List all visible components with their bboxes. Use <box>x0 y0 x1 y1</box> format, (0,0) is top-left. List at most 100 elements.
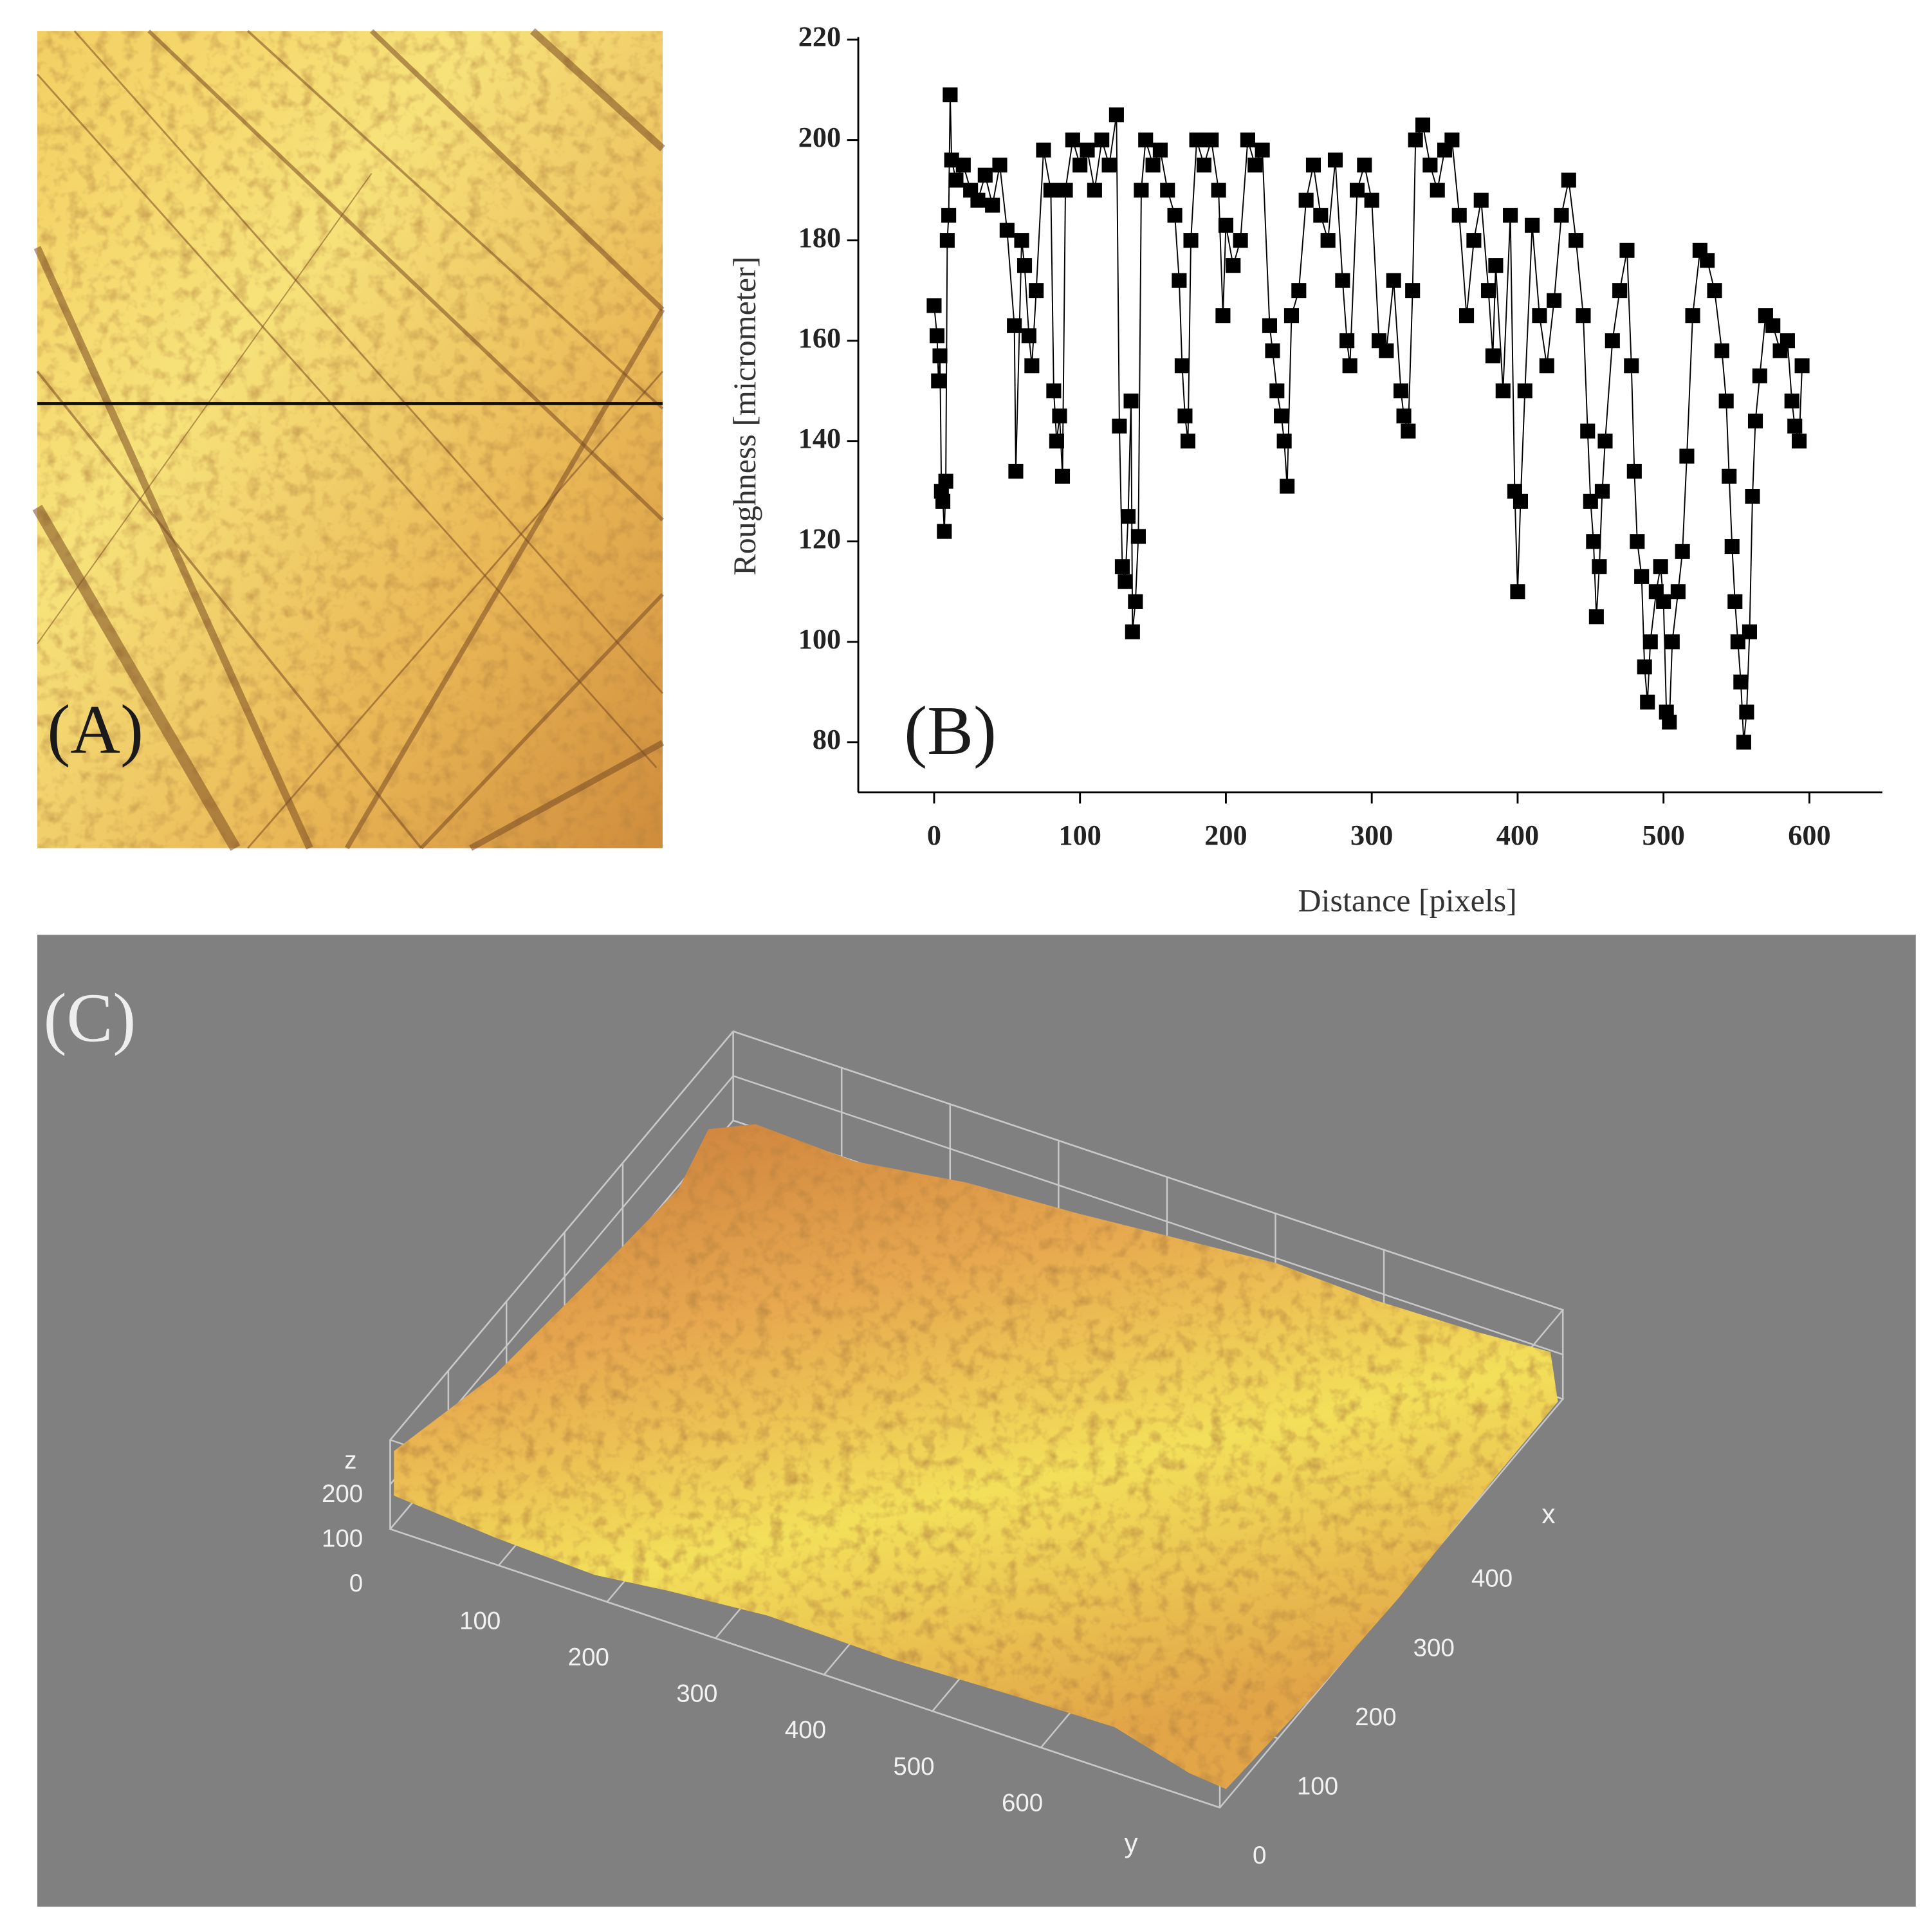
data-point <box>1054 468 1071 484</box>
data-point <box>1736 735 1751 750</box>
data-point <box>1510 584 1525 600</box>
y-tick-label: 220 <box>798 21 841 53</box>
y-axis-label: Roughness [micrometer] <box>726 257 762 576</box>
data-point <box>1335 273 1350 288</box>
micrograph-texture <box>37 31 663 848</box>
data-point <box>1752 368 1767 383</box>
panel-a: (A) <box>32 28 665 851</box>
data-point <box>1583 493 1598 509</box>
data-point <box>1160 183 1175 198</box>
panel-label: (B) <box>904 693 997 769</box>
data-point <box>1276 434 1292 449</box>
data-point <box>1624 358 1639 374</box>
data-point <box>1707 283 1722 298</box>
data-point <box>1561 172 1576 188</box>
data-point <box>1130 529 1146 544</box>
data-point <box>939 233 955 248</box>
data-point <box>1080 142 1095 158</box>
data-point <box>1592 559 1607 574</box>
data-point <box>1739 704 1754 720</box>
data-point <box>1138 133 1154 148</box>
data-point <box>1125 624 1140 639</box>
data-point <box>1794 358 1810 374</box>
y-tick-label: 200 <box>798 122 841 153</box>
data-point <box>1451 208 1467 223</box>
z-tick-label: 0 <box>349 1570 363 1597</box>
y-tick-label: 160 <box>798 322 841 354</box>
y-axis-label: y <box>1124 1828 1138 1858</box>
data-point <box>1123 393 1139 408</box>
data-point <box>929 328 945 344</box>
data-point <box>1619 243 1635 258</box>
data-point <box>1525 217 1540 233</box>
data-point <box>1594 484 1610 499</box>
data-point <box>1291 283 1307 298</box>
data-point <box>1642 634 1658 650</box>
x-tick-label: 200 <box>1204 820 1247 851</box>
data-point <box>1612 283 1628 298</box>
data-point <box>1255 142 1270 158</box>
y-tick-label: 180 <box>798 222 841 253</box>
data-point <box>1204 133 1219 148</box>
data-point <box>1014 233 1029 248</box>
data-point <box>1211 183 1226 198</box>
x-tick-label: 100 <box>1059 820 1101 851</box>
data-point <box>1742 624 1757 639</box>
data-point <box>1532 308 1547 324</box>
data-point <box>1580 423 1596 439</box>
data-point <box>1357 158 1372 173</box>
data-point <box>1724 538 1740 554</box>
data-point <box>1605 333 1620 349</box>
data-point <box>1065 133 1080 148</box>
data-point <box>955 158 971 173</box>
data-point <box>1662 715 1677 730</box>
panel-c: 0 100 200 300 400 100 200 300 400 500 600 0 100 200 z y… <box>37 935 1916 1907</box>
data-point <box>1597 434 1613 449</box>
x-tick-label: 200 <box>1355 1703 1396 1731</box>
data-point <box>1733 674 1749 690</box>
data-point <box>1283 308 1300 324</box>
x-tick-label: 400 <box>1496 820 1539 851</box>
data-point <box>1415 117 1431 133</box>
data-point <box>1029 283 1044 298</box>
data-point <box>1233 233 1248 248</box>
y-tick-label: 200 <box>568 1644 609 1671</box>
data-point <box>1630 534 1645 549</box>
data-point <box>1218 217 1233 233</box>
data-point <box>1714 343 1729 358</box>
data-point <box>1240 133 1256 148</box>
data-point <box>1180 434 1196 449</box>
data-point <box>1052 408 1067 424</box>
y-tick-label: 140 <box>798 423 841 454</box>
data-point <box>1226 258 1241 273</box>
data-point <box>1393 383 1409 399</box>
x-tick-label: 400 <box>1471 1565 1513 1593</box>
data-point <box>1405 283 1421 298</box>
data-point <box>1765 318 1781 333</box>
data-point <box>1177 408 1193 424</box>
data-point <box>941 208 957 223</box>
x-tick-label: 0 <box>927 820 941 851</box>
z-grid-line <box>389 1075 1563 1485</box>
x-axis-label: Distance [pixels] <box>1298 883 1516 919</box>
data-point <box>1008 463 1024 479</box>
data-point <box>935 493 951 509</box>
data-point <box>1247 158 1263 173</box>
data-point <box>970 192 986 208</box>
data-point <box>1747 413 1763 429</box>
data-point <box>1444 133 1460 148</box>
data-point <box>1120 509 1136 524</box>
y-tick-label: 300 <box>676 1680 717 1708</box>
data-point <box>1408 133 1423 148</box>
data-point <box>1664 634 1680 650</box>
data-point <box>985 197 1000 213</box>
data-point <box>1576 308 1591 324</box>
data-point <box>938 473 953 489</box>
data-point <box>1112 418 1127 434</box>
data-point <box>1513 493 1529 509</box>
data-point <box>1118 574 1133 589</box>
data-point <box>1422 158 1438 173</box>
data-point <box>1675 544 1690 559</box>
data-point <box>932 348 948 363</box>
